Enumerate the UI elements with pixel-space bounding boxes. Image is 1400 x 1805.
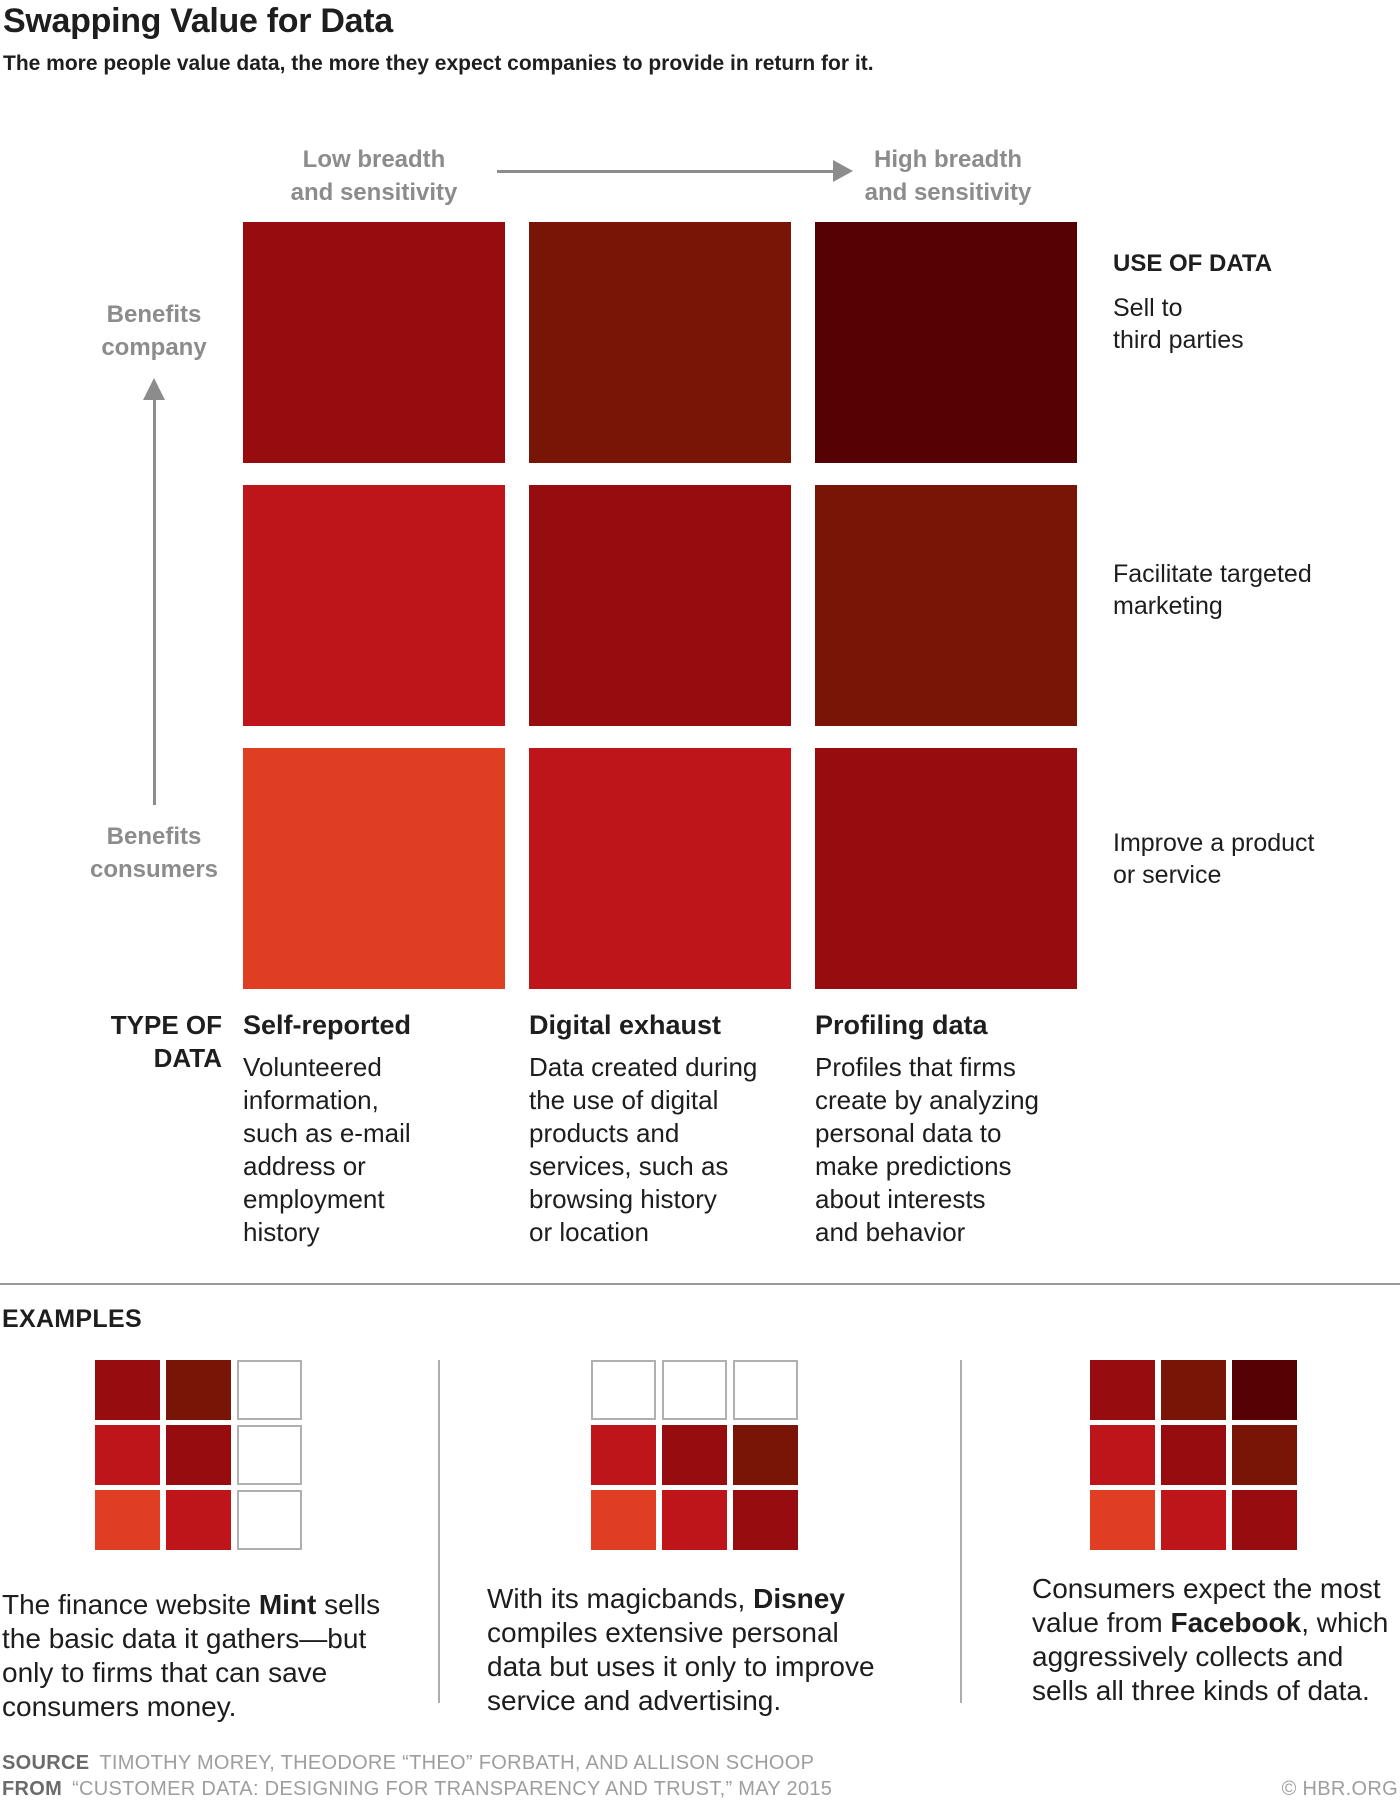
y-axis-low-label: Benefits consumers	[89, 823, 219, 883]
example-grid-cell	[95, 1360, 160, 1420]
page-title: Swapping Value for Data	[3, 2, 393, 40]
example-grid-cell	[166, 1360, 231, 1420]
example-grid-cell	[662, 1425, 727, 1485]
matrix-cell	[815, 748, 1077, 989]
x-axis-arrow	[497, 170, 835, 173]
type-name: Self-reported	[243, 1010, 412, 1040]
example-grid-cell	[1232, 1360, 1297, 1420]
company-name: Mint	[258, 1589, 317, 1620]
example-grid-disney	[591, 1360, 798, 1550]
example-grid-mint	[95, 1360, 302, 1550]
example-caption-mint: The finance website Mint sells the basic…	[2, 1588, 432, 1724]
x-axis-low-label: Low breadth and sensitivity	[290, 146, 458, 206]
example-grid-cell	[1161, 1425, 1226, 1485]
caption-text: Consumers expect the most value from	[1032, 1573, 1381, 1638]
company-name: Disney	[753, 1583, 845, 1614]
example-divider	[438, 1360, 440, 1703]
example-grid-cell	[95, 1490, 160, 1550]
caption-text: compiles extensive personal data but use…	[487, 1617, 875, 1716]
example-divider	[960, 1360, 962, 1703]
company-name: Facebook	[1170, 1607, 1302, 1638]
example-grid-cell	[237, 1360, 302, 1420]
example-grid-cell	[166, 1425, 231, 1485]
hbr-credit: © HBR.ORG	[1281, 1778, 1398, 1800]
example-caption-facebook: Consumers expect the most value from Fac…	[1032, 1572, 1400, 1708]
y-axis-arrow	[153, 398, 156, 805]
example-grid-cell	[1232, 1490, 1297, 1550]
example-grid-cell	[1090, 1360, 1155, 1420]
example-grid-cell	[1090, 1425, 1155, 1485]
example-grid-cell	[591, 1425, 656, 1485]
from-label: FROM	[2, 1778, 63, 1800]
use-row-sell-to-third-parties: Sell to third parties	[1113, 294, 1244, 354]
source-text: TIMOTHY MOREY, THEODORE “THEO” FORBATH, …	[99, 1752, 815, 1774]
from-text: “CUSTOMER DATA: DESIGNING FOR TRANSPAREN…	[72, 1778, 833, 1800]
matrix-cell	[243, 748, 505, 989]
examples-heading: EXAMPLES	[2, 1305, 142, 1333]
type-description: Profiles that firms create by analyzing …	[815, 1052, 1040, 1247]
use-row-facilitate-targeted-marketing: Facilitate targeted marketing	[1113, 560, 1312, 620]
example-grid-cell	[95, 1425, 160, 1485]
caption-text: sells the basic data it gathers—but only…	[2, 1589, 381, 1722]
type-description: Volunteered information, such as e-mail …	[243, 1052, 411, 1247]
use-row-improve-product-or-service: Improve a product or service	[1113, 829, 1315, 889]
example-grid-facebook	[1090, 1360, 1297, 1550]
matrix-cell	[529, 222, 791, 463]
example-grid-cell	[1232, 1425, 1297, 1485]
example-grid-cell	[1161, 1360, 1226, 1420]
matrix-cell	[529, 485, 791, 726]
example-grid-cell	[733, 1490, 798, 1550]
x-axis-high-label: High breadth and sensitivity	[864, 146, 1032, 206]
example-grid-cell	[591, 1490, 656, 1550]
matrix-cell	[243, 222, 505, 463]
from-line: FROM “CUSTOMER DATA: DESIGNING FOR TRANSP…	[2, 1778, 832, 1801]
matrix-cell	[243, 485, 505, 726]
source-label: SOURCE	[2, 1752, 90, 1774]
section-divider	[0, 1283, 1400, 1285]
value-matrix	[243, 222, 1077, 989]
type-description: Data created during the use of digital p…	[529, 1052, 758, 1247]
use-of-data-heading: USE OF DATA	[1113, 250, 1273, 277]
y-axis-arrow-head-icon	[143, 378, 165, 400]
example-grid-cell	[237, 1425, 302, 1485]
type-name: Digital exhaust	[529, 1010, 722, 1040]
type-name: Profiling data	[815, 1010, 988, 1040]
example-grid-cell	[591, 1360, 656, 1420]
matrix-cell	[815, 222, 1077, 463]
example-grid-cell	[662, 1360, 727, 1420]
type-column-self-reported: Self-reported Volunteered information, s…	[243, 1009, 505, 1249]
example-caption-disney: With its magicbands, Disney compiles ext…	[487, 1582, 947, 1718]
caption-text: The finance website	[2, 1589, 259, 1620]
caption-text: With its magicbands,	[487, 1583, 754, 1614]
example-grid-cell	[733, 1360, 798, 1420]
source-line: SOURCE TIMOTHY MOREY, THEODORE “THEO” FOR…	[2, 1752, 814, 1775]
matrix-cell	[529, 748, 791, 989]
example-grid-cell	[166, 1490, 231, 1550]
y-axis-high-label: Benefits company	[101, 301, 207, 361]
example-grid-cell	[662, 1490, 727, 1550]
type-column-digital-exhaust: Digital exhaust Data created during the …	[529, 1009, 791, 1249]
example-grid-cell	[733, 1425, 798, 1485]
example-grid-cell	[1161, 1490, 1226, 1550]
caption-text: , which aggressively collects and sells …	[1032, 1607, 1389, 1706]
chart-subtitle: The more people value data, the more the…	[3, 52, 874, 75]
type-column-profiling-data: Profiling data Profiles that firms creat…	[815, 1009, 1077, 1249]
x-axis-arrow-head-icon	[833, 160, 853, 182]
example-grid-cell	[237, 1490, 302, 1550]
matrix-cell	[815, 485, 1077, 726]
type-of-data-heading: TYPE OF DATA	[110, 1010, 222, 1073]
example-grid-cell	[1090, 1490, 1155, 1550]
